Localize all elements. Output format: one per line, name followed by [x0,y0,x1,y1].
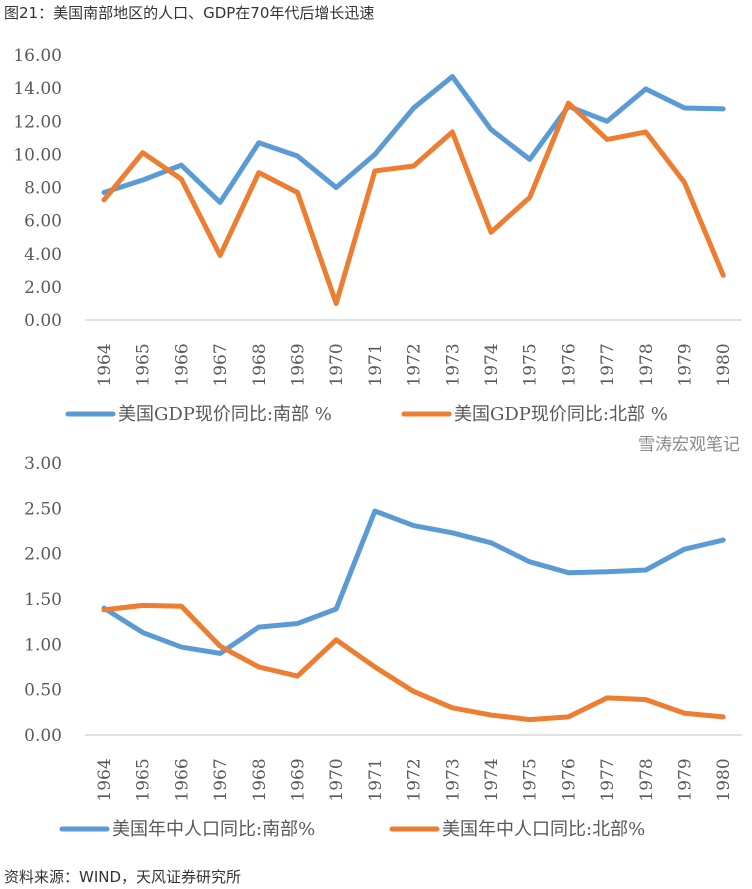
x-tick-label: 1970 [327,758,347,801]
x-tick-label: 1971 [366,758,386,801]
series-line-south [101,74,726,205]
x-tick-label: 1974 [482,343,502,386]
x-tick-label: 1980 [714,343,734,386]
x-tick-label: 1966 [172,343,192,386]
x-tick-label: 1973 [443,343,463,386]
y-tick-label: 1.50 [24,590,62,610]
x-tick-label: 1967 [211,758,231,801]
x-tick-label: 1967 [211,343,231,386]
x-tick-label: 1968 [250,343,270,386]
legend-label: 美国GDP现价同比:南部 % [118,404,332,425]
x-tick-label: 1964 [95,343,115,386]
y-tick-label: 1.00 [24,635,62,655]
figure-title: 图21：美国南部地区的人口、GDP在70年代后增长迅速 [4,4,375,22]
series-line-north [101,100,726,306]
x-tick-label: 1977 [598,343,618,386]
x-tick-label: 1972 [405,758,425,801]
y-tick-label: 8.00 [24,179,62,199]
y-tick-label: 4.00 [24,245,62,265]
x-tick-label: 1973 [443,758,463,801]
legend-label: 美国年中人口同比:北部% [442,819,645,840]
x-tick-label: 1968 [250,758,270,801]
y-tick-label: 0.50 [24,681,62,701]
watermark: 雪涛宏观笔记 [638,435,740,455]
y-tick-label: 14.00 [13,79,62,99]
x-tick-label: 1979 [676,758,696,801]
y-tick-label: 12.00 [13,112,62,132]
y-tick-label: 16.00 [13,46,62,66]
y-tick-label: 2.00 [24,278,62,298]
y-tick-label: 10.00 [13,145,62,165]
y-tick-label: 3.00 [24,454,62,474]
source-note: 资料来源：WIND，天风证券研究所 [4,868,242,886]
y-tick-label: 2.00 [24,545,62,565]
x-tick-label: 1977 [598,758,618,801]
x-tick-label: 1975 [521,343,541,386]
x-tick-label: 1975 [521,758,541,801]
x-tick-label: 1978 [637,343,657,386]
x-tick-label: 1980 [714,758,734,801]
series-line-north [101,602,726,723]
x-tick-label: 1965 [134,343,154,386]
x-tick-label: 1966 [172,758,192,801]
x-tick-label: 1965 [134,758,154,801]
x-tick-label: 1970 [327,343,347,386]
x-tick-label: 1976 [559,758,579,801]
x-tick-label: 1964 [95,758,115,801]
x-tick-label: 1969 [289,758,309,801]
y-tick-label: 6.00 [24,212,62,232]
x-tick-label: 1979 [676,343,696,386]
legend-label: 美国GDP现价同比:北部 % [454,404,668,425]
x-tick-label: 1972 [405,343,425,386]
y-tick-label: 0.00 [24,726,62,746]
y-tick-label: 2.50 [24,499,62,519]
x-tick-label: 1978 [637,758,657,801]
x-tick-label: 1969 [289,343,309,386]
series-line-south [101,508,726,656]
x-tick-label: 1971 [366,343,386,386]
x-tick-label: 1976 [559,343,579,386]
x-tick-label: 1974 [482,758,502,801]
y-tick-label: 0.00 [24,311,62,331]
legend-label: 美国年中人口同比:南部% [112,819,315,840]
